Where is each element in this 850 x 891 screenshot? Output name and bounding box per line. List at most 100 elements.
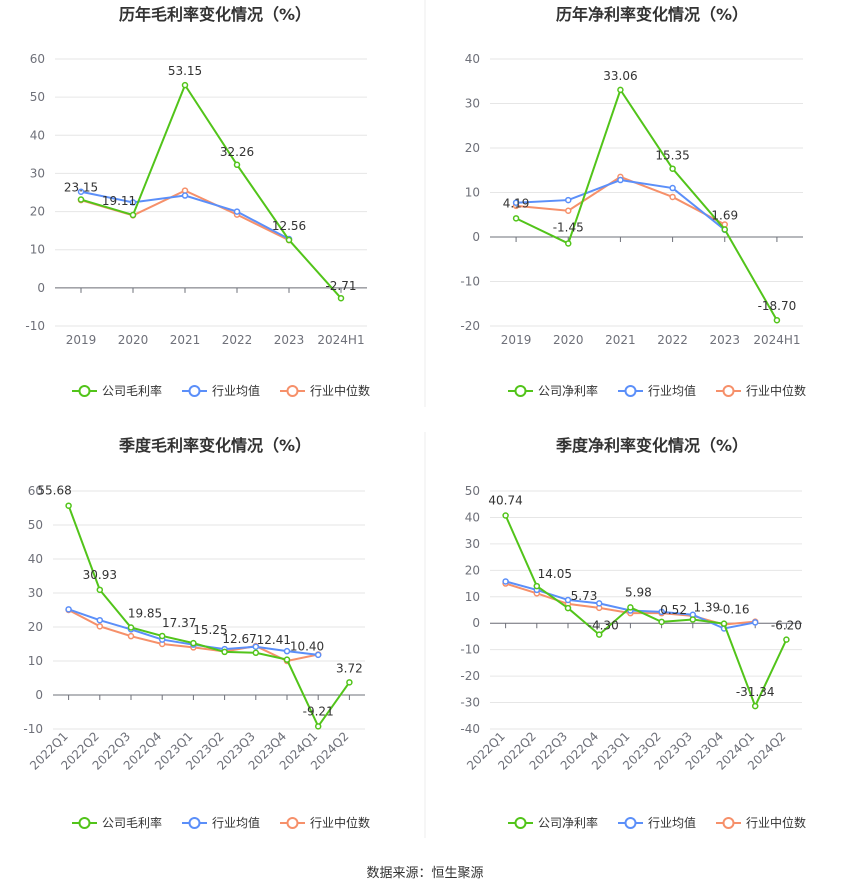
data-point[interactable] xyxy=(658,618,665,626)
data-point[interactable] xyxy=(720,620,728,627)
data-point[interactable] xyxy=(233,161,241,169)
data-point[interactable] xyxy=(65,502,72,509)
data-point[interactable] xyxy=(512,215,520,222)
data-point[interactable] xyxy=(127,624,135,631)
data-point[interactable] xyxy=(564,596,572,604)
data-point[interactable] xyxy=(221,648,228,656)
data-point[interactable] xyxy=(627,604,634,611)
y-tick-label: -30 xyxy=(460,696,480,710)
data-label: 55.68 xyxy=(37,484,71,498)
data-point[interactable] xyxy=(502,578,509,585)
data-point[interactable] xyxy=(533,582,541,590)
data-label: 12.56 xyxy=(272,219,306,233)
data-point[interactable] xyxy=(127,632,135,640)
data-point[interactable] xyxy=(502,512,509,519)
legend-swatch-marker xyxy=(188,385,201,397)
y-tick-label: 50 xyxy=(465,484,480,498)
data-point[interactable] xyxy=(283,656,291,663)
data-point[interactable] xyxy=(96,623,104,630)
data-point[interactable] xyxy=(617,86,624,94)
data-point[interactable] xyxy=(669,184,676,192)
series-公司毛利率 xyxy=(65,502,353,730)
y-tick-label: 30 xyxy=(465,537,480,551)
data-label: 19.11 xyxy=(102,194,136,208)
data-label: 19.85 xyxy=(128,607,162,621)
data-point[interactable] xyxy=(689,616,697,623)
data-point[interactable] xyxy=(565,196,572,204)
data-label: 1.69 xyxy=(711,208,738,222)
data-point[interactable] xyxy=(595,631,603,638)
data-point[interactable] xyxy=(337,294,345,302)
data-point[interactable] xyxy=(65,606,72,613)
data-point[interactable] xyxy=(783,636,790,643)
data-point[interactable] xyxy=(617,176,624,184)
x-tick-label: 2024H1 xyxy=(317,333,364,347)
data-point[interactable] xyxy=(773,316,781,324)
data-point[interactable] xyxy=(564,604,572,612)
x-tick-label: 2023 xyxy=(274,333,305,347)
y-tick-label: 40 xyxy=(30,128,45,142)
data-point[interactable] xyxy=(77,196,85,203)
data-point[interactable] xyxy=(751,702,759,710)
data-point[interactable] xyxy=(190,639,197,647)
data-point[interactable] xyxy=(669,165,676,172)
data-point[interactable] xyxy=(158,632,166,640)
data-label: -1.45 xyxy=(553,220,584,234)
legend-item[interactable]: 行业均值 xyxy=(182,815,260,830)
data-point[interactable] xyxy=(283,647,291,655)
legend-item[interactable]: 行业中位数 xyxy=(716,383,806,398)
data-point[interactable] xyxy=(658,608,665,616)
data-label: -2.71 xyxy=(325,279,356,293)
data-point[interactable] xyxy=(669,193,676,201)
data-label: 53.15 xyxy=(168,64,202,78)
data-point[interactable] xyxy=(314,723,322,730)
x-tick-label: 2019 xyxy=(501,333,532,347)
data-point[interactable] xyxy=(565,207,572,214)
legend-item[interactable]: 公司毛利率 xyxy=(72,383,162,398)
data-point[interactable] xyxy=(96,586,104,594)
data-point[interactable] xyxy=(233,208,241,215)
data-point[interactable] xyxy=(285,236,293,244)
data-point[interactable] xyxy=(96,616,104,624)
data-point[interactable] xyxy=(346,679,353,686)
data-point[interactable] xyxy=(252,649,260,657)
data-point[interactable] xyxy=(77,188,85,195)
y-tick-label: 20 xyxy=(465,563,480,577)
series-line xyxy=(80,82,342,299)
legend-item[interactable]: 行业均值 xyxy=(618,383,696,398)
legend-item[interactable]: 公司净利率 xyxy=(508,815,598,830)
legend-label: 行业中位数 xyxy=(746,383,806,398)
y-tick-label: 20 xyxy=(30,205,45,219)
legend-item[interactable]: 行业中位数 xyxy=(280,383,370,398)
data-point[interactable] xyxy=(595,600,603,607)
chart-panel-4: 季度净利率变化情况（%）-40-30-20-10010203040502022Q… xyxy=(460,436,806,830)
y-tick-label: 20 xyxy=(28,620,43,634)
data-point[interactable] xyxy=(181,192,189,199)
legend-item[interactable]: 公司毛利率 xyxy=(72,815,162,830)
data-point[interactable] xyxy=(721,226,728,233)
legend-label: 公司净利率 xyxy=(538,815,598,830)
legend-item[interactable]: 行业均值 xyxy=(182,383,260,398)
data-point[interactable] xyxy=(129,199,137,206)
legend-item[interactable]: 公司净利率 xyxy=(508,383,598,398)
data-point[interactable] xyxy=(252,643,260,650)
data-point[interactable] xyxy=(129,211,137,219)
chart-title: 历年净利率变化情况（%） xyxy=(556,5,748,24)
data-point[interactable] xyxy=(512,199,520,206)
data-point[interactable] xyxy=(751,619,759,626)
legend-label: 行业均值 xyxy=(648,815,696,830)
data-point[interactable] xyxy=(565,240,572,247)
y-tick-label: -10 xyxy=(460,643,480,657)
x-tick-label: 2019 xyxy=(66,333,97,347)
data-point[interactable] xyxy=(314,651,322,659)
data-label: -6.20 xyxy=(771,619,802,633)
data-point[interactable] xyxy=(181,81,189,89)
legend-item[interactable]: 行业中位数 xyxy=(280,815,370,830)
legend-label: 公司净利率 xyxy=(538,383,598,398)
data-label: -31.34 xyxy=(736,685,775,699)
legend-item[interactable]: 行业中位数 xyxy=(716,815,806,830)
y-tick-label: 30 xyxy=(465,97,480,111)
legend-item[interactable]: 行业均值 xyxy=(618,815,696,830)
legend-swatch-marker xyxy=(286,817,299,829)
